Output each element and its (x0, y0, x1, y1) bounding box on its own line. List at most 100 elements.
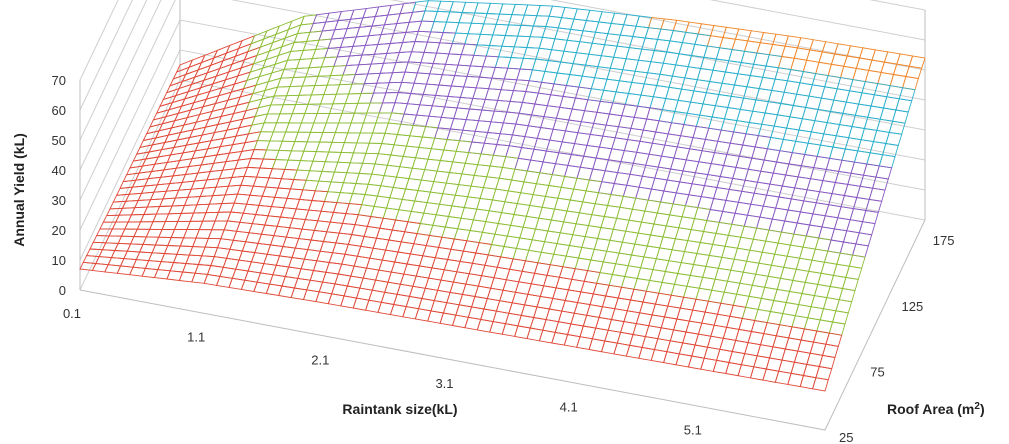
surface-cell (376, 72, 394, 84)
surface-cell (425, 73, 443, 86)
surface-cell (109, 200, 127, 210)
y-gridline (79, 0, 926, 201)
z-axis-title-close: ) (980, 401, 985, 417)
surface-cell (366, 102, 384, 114)
y-tick-label: 60 (52, 103, 66, 118)
x-tick-label: 3.1 (435, 376, 453, 391)
surface-cell (133, 228, 151, 238)
surface-cell (256, 131, 274, 142)
surface-cell (214, 211, 232, 222)
surface-cell (301, 75, 319, 87)
surface-cell (202, 211, 220, 222)
surface-cell (386, 41, 404, 54)
surface-cell (382, 52, 400, 64)
surface-cell (342, 64, 360, 76)
surface-cell (278, 140, 296, 152)
surface-cell (435, 42, 453, 55)
surface-cell (304, 103, 322, 115)
surface-cell (379, 62, 397, 74)
surface-cell (335, 83, 353, 95)
surface-cell (356, 132, 374, 144)
surface-cell (163, 245, 181, 255)
surface-cell (354, 63, 372, 75)
surface-cell (501, 35, 519, 48)
surface-cell (511, 3, 529, 16)
surface-cell (321, 161, 339, 173)
y-gridline (79, 0, 926, 111)
surface-cell (127, 214, 145, 223)
surface-cell (373, 42, 391, 55)
surface-cell (377, 32, 395, 46)
y-gridline (79, 0, 926, 141)
x-tick-label: 0.1 (63, 306, 81, 321)
surface-cell (532, 15, 550, 27)
surface-cell (338, 74, 356, 86)
surface-cell (500, 78, 518, 92)
x-tick-label: 1.1 (187, 329, 205, 344)
surface-cell (310, 84, 328, 96)
surface-cell (192, 203, 210, 214)
surface-cell (105, 207, 124, 217)
surface-cell (196, 195, 214, 206)
surface-cell (438, 74, 456, 87)
surface-cell (355, 172, 373, 185)
y-tick-label: 10 (52, 253, 66, 268)
x-tick-label: 4.1 (560, 399, 578, 414)
surface-cell (479, 23, 497, 36)
y-gridline (79, 49, 926, 261)
surface-cell (388, 71, 406, 84)
surface-cell (273, 86, 291, 97)
surface-cell (361, 44, 379, 56)
surface-cell (343, 132, 361, 144)
y-tick-label: 70 (52, 73, 66, 88)
z-tick-label: 175 (933, 233, 955, 248)
surface-cell (155, 205, 173, 215)
surface-cell (357, 92, 375, 104)
surface-cell (381, 92, 399, 104)
surface-cell (329, 65, 347, 77)
surface-cell (333, 55, 351, 67)
y-gridline (79, 0, 926, 81)
surface-cell (498, 3, 516, 16)
surface-cell (205, 203, 223, 214)
surface-cell (331, 132, 349, 144)
surface-cell (812, 377, 829, 392)
surface-cell (391, 61, 409, 74)
surface-cell (312, 151, 330, 163)
surface-cell (217, 202, 235, 213)
surface-cell (488, 34, 506, 47)
surface-cell (323, 84, 341, 96)
surface-cell (259, 158, 277, 170)
surface-cell (332, 93, 350, 105)
surface-cell (246, 158, 264, 169)
surface-cell (369, 92, 387, 104)
z-tick-label: 125 (902, 299, 924, 314)
chart-walls (79, 0, 926, 431)
surface-cell (365, 142, 383, 155)
surface-cell (99, 221, 117, 230)
surface-cell (308, 57, 326, 69)
surface-cell (445, 11, 463, 24)
z-tick-label: 75 (870, 364, 884, 379)
surface-cell (276, 77, 294, 88)
y-axis-title: Annual Yield (kL) (11, 133, 27, 247)
x-tick-label: 2.1 (311, 353, 329, 368)
surface-mesh (79, 0, 926, 392)
surface-cell (269, 131, 287, 142)
x-tick-label: 5.1 (684, 423, 702, 438)
surface-cell (345, 54, 363, 67)
surface-cell (154, 236, 172, 246)
surface-cell (183, 196, 201, 206)
surface-cell (299, 150, 317, 162)
surface-cell (221, 193, 239, 205)
surface-cell (469, 54, 487, 68)
surface-cell (353, 102, 371, 114)
surface-cell (319, 93, 337, 105)
surface-cell (363, 72, 381, 85)
surface-cell (280, 168, 298, 180)
surface-cell (367, 62, 385, 75)
surface-cell (333, 161, 351, 174)
surface-cell (490, 110, 508, 124)
surface-cell (120, 228, 139, 237)
surface-cell (289, 76, 307, 88)
